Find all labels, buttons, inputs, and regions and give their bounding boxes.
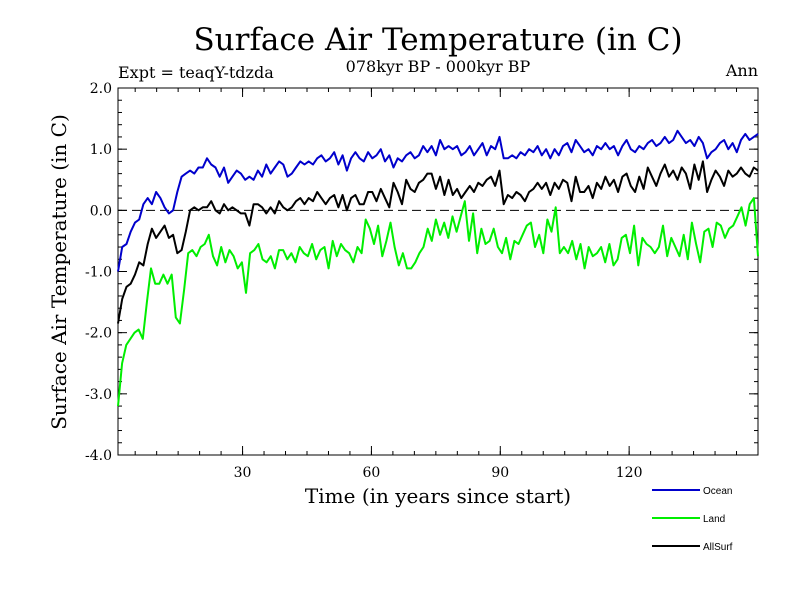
y-tick-label: -4.0: [85, 448, 112, 464]
y-tick-label: 0.0: [90, 203, 112, 219]
legend-label-allsurf: AllSurf: [703, 542, 733, 553]
y-tick-label: -3.0: [85, 387, 112, 403]
x-tick-label: 30: [234, 465, 252, 481]
y-tick-label: 1.0: [90, 142, 112, 158]
x-axis-label: Time (in years since start): [305, 484, 571, 508]
experiment-label: Expt = teaqY-tdzda: [118, 63, 274, 82]
y-tick-label: -1.0: [85, 265, 112, 281]
legend-label-ocean: Ocean: [703, 486, 732, 497]
series-line-land: [117, 197, 759, 407]
x-tick-label: 90: [491, 465, 509, 481]
chart-subtitle: 078kyr BP - 000kyr BP: [346, 57, 531, 76]
legend-label-land: Land: [703, 514, 725, 525]
season-label: Ann: [725, 61, 758, 80]
y-tick-label: 2.0: [90, 81, 112, 97]
y-axis-label: Surface Air Temperature (in C): [47, 114, 71, 430]
y-tick-label: -2.0: [85, 326, 112, 342]
chart-title: Surface Air Temperature (in C): [193, 22, 682, 58]
plot-area: -4.0 -3.0 -2.0 -1.0 0.0 1.0 2.0 30 60 90 120: [85, 81, 759, 481]
x-tick-label: 120: [616, 465, 643, 481]
series-line-allsurf: [117, 160, 759, 324]
legend: Ocean Land AllSurf: [652, 486, 733, 553]
x-tick-label: 60: [363, 465, 381, 481]
series-line-ocean: [117, 129, 759, 272]
